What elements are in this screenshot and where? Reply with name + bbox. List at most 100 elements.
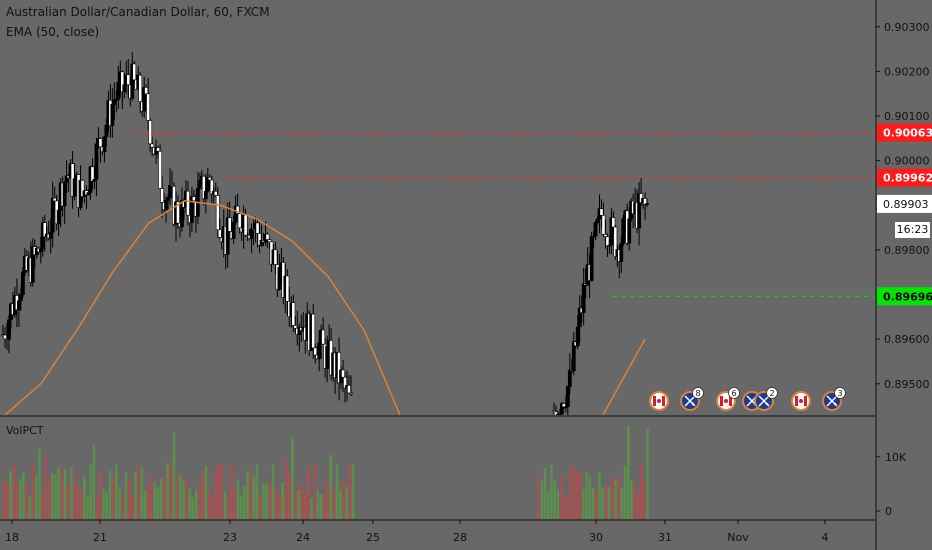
x-tick-label: 21 — [93, 531, 107, 544]
volume-bar — [111, 477, 115, 519]
volume-bar — [25, 482, 28, 519]
volume-bar — [579, 472, 582, 519]
volume-bar — [124, 472, 128, 519]
volume-bar — [51, 472, 54, 519]
volume-bar — [262, 482, 265, 519]
volume-bar — [163, 475, 166, 519]
candle-body — [190, 196, 194, 223]
bar-countdown: 16:23 — [895, 222, 930, 238]
canada-flag-icon — [649, 391, 669, 411]
volume-bar — [44, 453, 48, 519]
volume-bar — [620, 487, 624, 519]
volume-bar — [246, 471, 249, 519]
volume-bar — [329, 454, 332, 519]
volume-bar — [150, 476, 153, 519]
volume-bar — [188, 488, 192, 519]
price-label: 0.90063 — [883, 127, 932, 140]
volume-bar — [617, 475, 620, 519]
volume-bar — [83, 476, 86, 519]
volume-bar — [287, 473, 291, 519]
ema-legend[interactable]: EMA (50, close) — [6, 25, 100, 39]
candle-body — [217, 229, 222, 238]
candle-body — [158, 150, 162, 189]
candle-body — [18, 294, 23, 302]
volume-bar — [60, 469, 64, 519]
event-count-text: 6 — [731, 389, 736, 398]
candle-body — [209, 179, 214, 195]
volume-bar — [89, 464, 92, 519]
volume-bar — [588, 476, 592, 519]
volume-bar — [646, 427, 649, 519]
candle-body — [62, 182, 67, 207]
flag-band — [804, 396, 807, 406]
volume-bar — [223, 491, 227, 519]
candle-body — [277, 267, 282, 290]
price-label-box — [877, 194, 932, 213]
y-tick-label: 0.90000 — [884, 155, 930, 168]
volume-bar — [335, 463, 339, 519]
candle-body — [249, 228, 254, 239]
price-label-box — [877, 168, 932, 187]
price-label: 0.89962 — [883, 172, 932, 185]
x-tick-label: 4 — [822, 531, 829, 544]
volume-bar — [121, 493, 124, 519]
candle-body — [645, 203, 649, 205]
volume-bar — [147, 486, 150, 519]
volume-legend[interactable]: VolPCT — [6, 424, 44, 437]
volume-bar — [70, 467, 73, 519]
volume-bar — [166, 463, 169, 519]
volume-bar — [323, 495, 326, 519]
volume-bar — [627, 425, 630, 519]
volume-bar — [332, 485, 336, 519]
volume-bar — [102, 488, 105, 519]
volume-bar — [153, 482, 156, 519]
volume-bar — [57, 466, 60, 519]
maple-leaf-icon — [724, 399, 728, 403]
volume-group — [3, 425, 649, 519]
volume-bar — [553, 480, 556, 519]
candle-body — [86, 192, 91, 196]
candle-body — [102, 136, 107, 153]
volume-bar — [214, 469, 217, 519]
volume-bar — [6, 483, 9, 519]
candle-body — [56, 209, 61, 225]
x-tick-label: 24 — [296, 531, 310, 544]
candle-body — [581, 283, 586, 313]
volume-bar — [172, 432, 176, 519]
volume-bar — [134, 472, 137, 519]
volume-bar — [281, 482, 284, 519]
candle-body — [3, 334, 7, 340]
volume-bar — [108, 470, 112, 519]
volume-bar — [127, 477, 131, 519]
volume-bar — [227, 497, 230, 519]
volume-bar — [611, 478, 614, 519]
candle-body — [126, 74, 131, 86]
volume-bar — [550, 464, 553, 519]
candle-body — [116, 81, 121, 100]
candle-body — [267, 239, 272, 243]
candle-body — [593, 222, 598, 237]
x-tick-label: 28 — [453, 531, 467, 544]
candle-body — [243, 214, 248, 236]
candle-body — [213, 191, 218, 196]
x-tick-label: 18 — [5, 531, 19, 544]
candle-body — [621, 218, 626, 244]
volume-bar — [118, 486, 121, 519]
volume-bar — [131, 493, 134, 519]
volume-bar — [198, 485, 201, 519]
volume-bar — [303, 493, 307, 519]
volume-bar — [268, 482, 272, 519]
candle-body — [255, 222, 260, 234]
volume-bar — [28, 496, 32, 519]
volume-bar — [313, 463, 316, 519]
volume-bar — [38, 448, 41, 519]
candle-body — [237, 213, 242, 229]
candle-body — [565, 386, 570, 408]
candle-body — [554, 411, 558, 415]
volume-bar — [595, 491, 598, 519]
candle-body — [227, 217, 232, 232]
volume-bar — [95, 495, 99, 519]
volume-bar — [585, 472, 588, 519]
candle-body — [595, 218, 600, 223]
